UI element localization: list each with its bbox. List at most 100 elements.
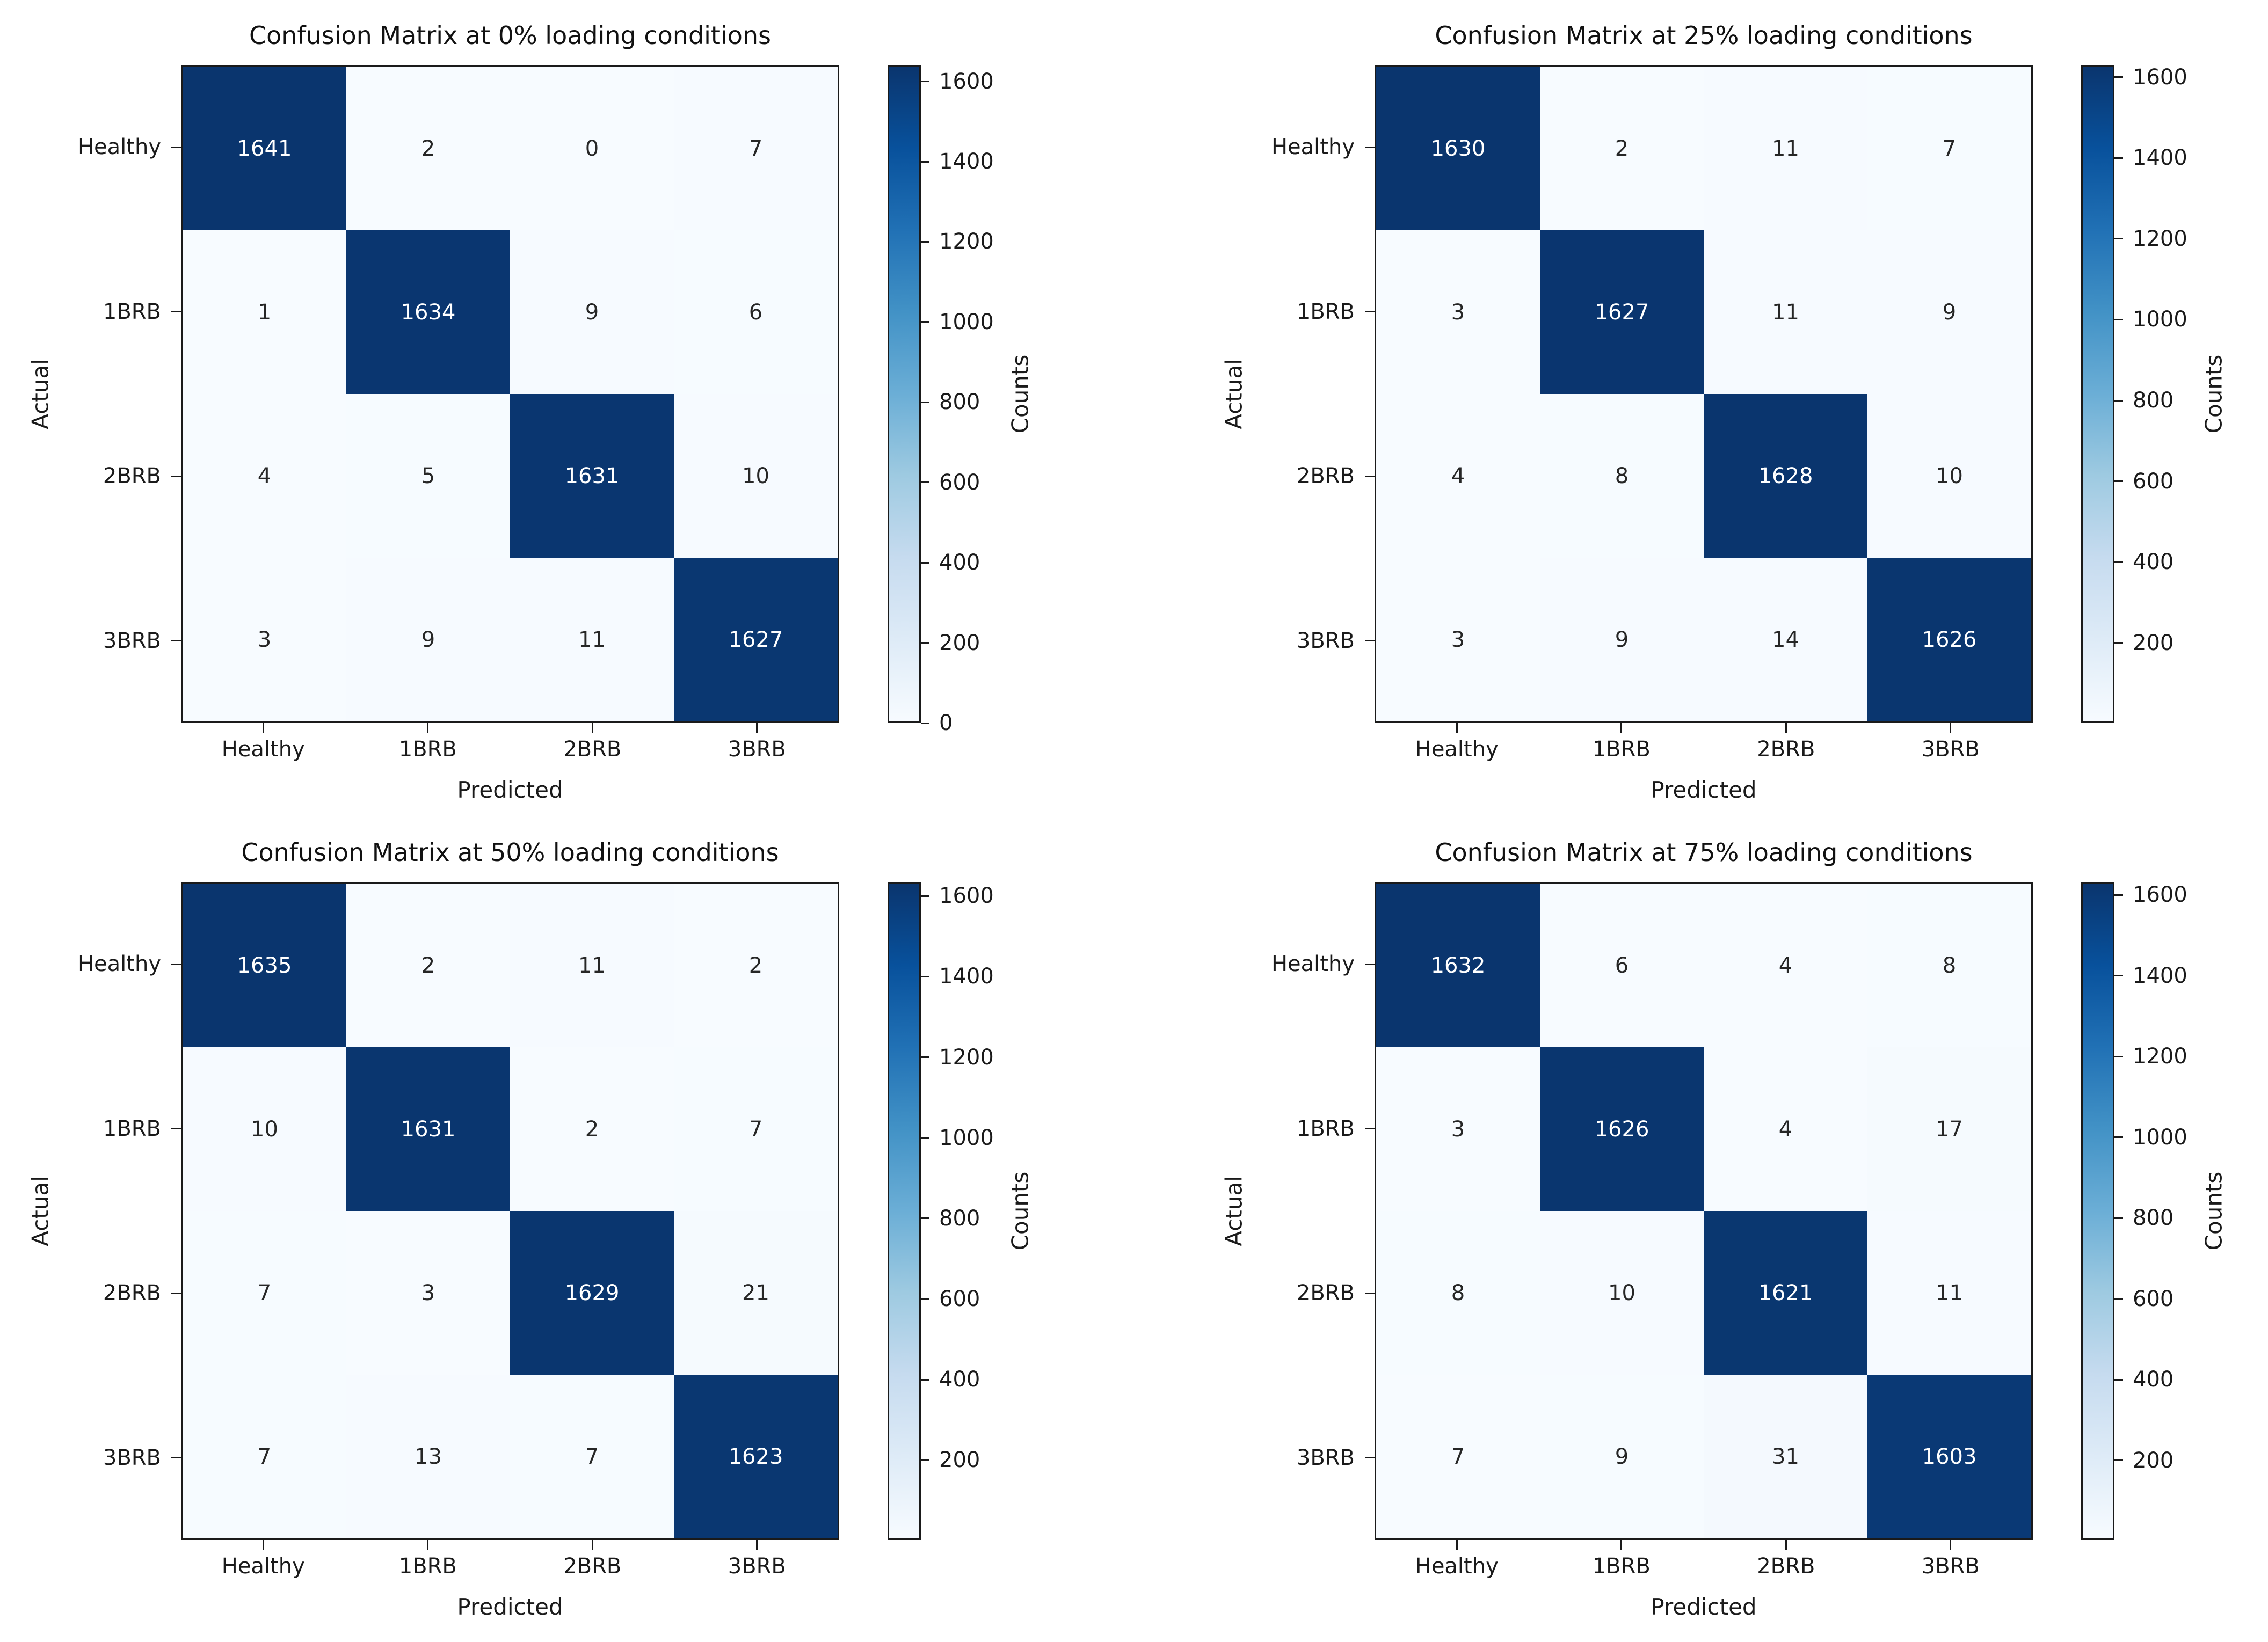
colorbar-tick-mark (2114, 1217, 2123, 1219)
matrix-cell-value: 7 (748, 1116, 763, 1142)
matrix-grid: 1641 2 0 7 1 1634 9 6 4 5 1631 10 3 9 11 1627 (181, 65, 839, 723)
y-tick-mark (1365, 475, 1375, 477)
matrix-cell-value: 1629 (564, 1280, 620, 1305)
matrix-cell: 2 (346, 67, 510, 230)
y-tick-mark (171, 1128, 181, 1130)
matrix-cell-value: 2 (421, 953, 435, 978)
matrix-cell-value: 2 (748, 953, 763, 978)
y-tick-mark (1365, 963, 1375, 965)
x-tick-mark (427, 1540, 429, 1550)
colorbar-tick-label: 0 (939, 711, 953, 735)
matrix-cell-value: 10 (1608, 1280, 1635, 1305)
colorbar-tick-mark (2114, 894, 2123, 896)
matrix-cell: 10 (183, 1047, 346, 1211)
colorbar-tick-label: 1000 (2133, 307, 2187, 332)
y-tick-label: Healthy (1271, 952, 1355, 977)
colorbar-tick-mark (921, 1137, 929, 1139)
colorbar-tick-mark (921, 642, 929, 644)
matrix-cell: 1626 (1540, 1047, 1704, 1211)
x-tick-label: 2BRB (1757, 737, 1815, 762)
colorbar-tick-label: 800 (2133, 1206, 2174, 1231)
colorbar-tick-mark (2114, 1298, 2123, 1300)
colorbar (2081, 882, 2114, 1540)
matrix-cell-value: 1631 (564, 463, 620, 488)
colorbar-tick-label: 1000 (939, 1125, 994, 1150)
matrix-cell-value: 8 (1451, 1280, 1465, 1305)
colorbar-tick-mark (921, 1459, 929, 1461)
panel-title: Confusion Matrix at 50% loading conditio… (241, 838, 779, 867)
matrix-cell: 17 (1867, 1047, 2031, 1211)
colorbar-tick-mark (2114, 480, 2123, 483)
x-tick-mark (262, 1540, 264, 1550)
colorbar-tick-label: 600 (939, 470, 980, 495)
matrix-cell: 11 (510, 884, 674, 1047)
x-tick-mark (1950, 1540, 1952, 1550)
y-tick-label: 1BRB (1296, 1116, 1355, 1141)
y-tick-label: 2BRB (1296, 1281, 1355, 1306)
matrix-cell-value: 1635 (237, 953, 292, 978)
matrix-cell-value: 10 (251, 1116, 278, 1142)
matrix-cell: 5 (346, 394, 510, 558)
matrix-cell-value: 4 (1778, 953, 1793, 978)
y-tick-label: 3BRB (1296, 1445, 1355, 1470)
colorbar-tick-label: 400 (2133, 1367, 2174, 1392)
matrix-cell: 1635 (183, 884, 346, 1047)
matrix-cell-value: 4 (1778, 1116, 1793, 1142)
matrix-cell-value: 1632 (1430, 953, 1486, 978)
y-tick-mark (171, 963, 181, 965)
matrix-cell: 3 (183, 558, 346, 721)
matrix-cell-value: 7 (1942, 136, 1957, 161)
matrix-cell: 10 (1540, 1211, 1704, 1375)
x-tick-label: 2BRB (1757, 1554, 1815, 1579)
x-tick-mark (262, 723, 264, 733)
matrix-cell: 4 (1704, 1047, 1867, 1211)
colorbar-tick-mark (921, 1298, 929, 1300)
y-tick-label: 2BRB (103, 464, 161, 489)
matrix-cell: 11 (510, 558, 674, 721)
matrix-grid: 1630 2 11 7 3 1627 11 9 4 8 1628 10 3 9 14 1626 (1375, 65, 2033, 723)
confusion-matrix-panel: Confusion Matrix at 25% loading conditio… (1194, 0, 2268, 825)
matrix-cell-value: 5 (421, 463, 435, 488)
x-tick-label: 1BRB (1592, 1554, 1651, 1579)
colorbar-tick-label: 1400 (2133, 145, 2187, 171)
x-tick-mark (427, 723, 429, 733)
matrix-cell: 4 (183, 394, 346, 558)
matrix-cell-value: 11 (578, 627, 606, 652)
y-tick-label: Healthy (77, 135, 161, 160)
matrix-cell: 1628 (1704, 394, 1867, 558)
matrix-cell: 9 (510, 230, 674, 394)
colorbar-tick-mark (921, 561, 929, 564)
x-tick-mark (1785, 1540, 1787, 1550)
colorbar-tick-mark (2114, 1378, 2123, 1381)
matrix-cell: 1627 (674, 558, 838, 721)
colorbar-tick-label: 1400 (939, 964, 994, 989)
y-axis-label: Actual (1220, 359, 1247, 429)
panel-title: Confusion Matrix at 0% loading condition… (249, 21, 772, 50)
matrix-cell-value: 11 (578, 953, 606, 978)
x-tick-label: 1BRB (398, 737, 457, 762)
matrix-grid: 1635 2 11 2 10 1631 2 7 7 3 1629 21 7 13 7 1623 (181, 882, 839, 1540)
colorbar-tick-mark (2114, 76, 2123, 78)
y-tick-mark (1365, 1292, 1375, 1294)
colorbar-tick-mark (921, 160, 929, 163)
matrix-cell-value: 1 (257, 300, 272, 325)
matrix-cell-value: 31 (1772, 1444, 1799, 1469)
matrix-cell: 7 (674, 1047, 838, 1211)
matrix-cell: 9 (1540, 558, 1704, 721)
x-tick-label: 3BRB (728, 737, 786, 762)
x-axis-label: Predicted (1651, 777, 1757, 803)
y-tick-label: 1BRB (103, 299, 161, 324)
y-tick-label: 1BRB (1296, 299, 1355, 324)
colorbar-tick-label: 600 (2133, 1286, 2174, 1311)
colorbar-tick-label: 1600 (939, 884, 994, 909)
y-tick-mark (171, 311, 181, 313)
matrix-cell: 10 (1867, 394, 2031, 558)
colorbar-unit-label: Counts (2200, 354, 2227, 434)
matrix-cell: 1623 (674, 1375, 838, 1538)
matrix-cell-value: 6 (748, 300, 763, 325)
colorbar-tick-mark (921, 1378, 929, 1381)
x-tick-mark (1620, 723, 1623, 733)
matrix-cell-value: 2 (1615, 136, 1629, 161)
colorbar-tick-label: 800 (939, 1206, 980, 1231)
